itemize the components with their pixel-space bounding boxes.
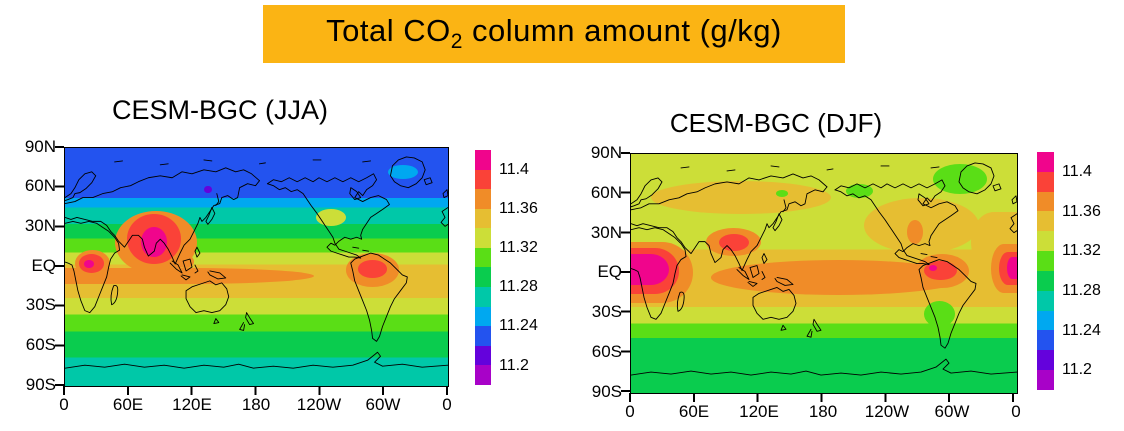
djf-ylabel-30s: 30S: [591, 302, 622, 321]
map-djf: [630, 153, 1018, 394]
map-jja: [64, 147, 449, 387]
jja-arctic-lightblue-spot: [388, 164, 419, 179]
djf-cbar-label-11.36: 11.36: [1062, 203, 1101, 220]
colorbar-segment: [1037, 310, 1054, 331]
colorbar-segment: [475, 365, 491, 385]
jja-yaxis-ticks: [55, 146, 64, 386]
colorbar-jja: [475, 150, 491, 385]
jja-xlabel-120w: 120W: [296, 395, 342, 414]
colorbar-segment: [1037, 211, 1054, 232]
colorbar-segment: [475, 326, 491, 346]
djf-cbar-label-11.28: 11.28: [1062, 282, 1101, 299]
colorbar-segment: [475, 247, 491, 268]
jja-ylabel-90s: 90S: [25, 375, 56, 394]
jja-ylabel-eq: EQ: [31, 256, 56, 275]
djf-cbar-label-11.2: 11.2: [1062, 361, 1092, 378]
jja-africa-hotspot-magenta: [83, 260, 94, 268]
djf-xlabel-0a: 0: [625, 402, 635, 421]
colorbar-segment: [1037, 290, 1054, 311]
djf-xlabel-120w: 120W: [864, 402, 910, 421]
jja-cbar-label-11.2: 11.2: [499, 357, 529, 374]
colorbar-segment: [475, 267, 491, 288]
djf-xlabel-120e: 120E: [739, 402, 779, 421]
djf-ylabel-60s: 60S: [591, 342, 622, 361]
djf-ylabel-eq: EQ: [597, 262, 622, 281]
jja-coastlines: [65, 156, 448, 369]
djf-xlabel-0b: 0: [1011, 402, 1021, 421]
jja-xlabel-60e: 60E: [112, 395, 144, 414]
djf-ylabel-90s: 90S: [591, 382, 622, 401]
djf-samerica-south-green-patch: [923, 301, 955, 328]
djf-cbar-label-11.24: 11.24: [1062, 322, 1101, 339]
colorbar-segment: [475, 208, 491, 229]
jja-ylabel-30s: 30S: [25, 295, 56, 314]
djf-ylabel-60n: 60N: [590, 183, 622, 202]
jja-cbar-label-11.32: 11.32: [499, 239, 538, 256]
jja-cbar-label-11.36: 11.36: [499, 200, 538, 217]
colorbar-segment: [1037, 370, 1054, 390]
panel-title-djf: CESM-BGC (DJF): [669, 108, 883, 138]
jja-xlabel-0a: 0: [59, 395, 69, 414]
djf-ylabel-30n: 30N: [590, 223, 622, 242]
djf-siberia-green-spot: [776, 189, 789, 197]
colorbar-segment: [1037, 152, 1054, 172]
jja-equatorial-orange-band: [65, 267, 314, 285]
panel-title-jja: CESM-BGC (JJA): [112, 95, 328, 125]
jja-cbar-label-11.4: 11.4: [499, 161, 529, 178]
jja-cbar-label-11.28: 11.28: [499, 278, 538, 295]
djf-coastlines: [631, 162, 1017, 376]
jja-xlabel-120e: 120E: [172, 395, 212, 414]
colorbar-segment: [1037, 350, 1054, 371]
jja-uswest-yellow-patch: [315, 208, 346, 226]
figure-title: Total CO2 column amount (g/kg): [326, 13, 782, 54]
djf-samerica-hotspot-magenta: [928, 264, 938, 271]
colorbar-segment: [475, 345, 491, 366]
djf-cbar-label-11.4: 11.4: [1062, 163, 1092, 180]
djf-yaxis-ticks: [621, 152, 630, 393]
colorbar-segment: [1037, 270, 1054, 291]
djf-ylabel-90n: 90N: [590, 143, 622, 162]
jja-ylabel-90n: 90N: [24, 137, 56, 156]
jja-xaxis-ticks: [63, 386, 448, 395]
jja-cbar-label-11.24: 11.24: [499, 317, 538, 334]
figure-title-banner: Total CO2 column amount (g/kg): [263, 5, 845, 63]
djf-eurasia-gold-band: [651, 181, 831, 214]
jja-xlabel-0b: 0: [442, 395, 452, 414]
djf-xlabel-60w: 60W: [934, 402, 970, 421]
djf-africa-hotspot-magenta: [631, 253, 669, 286]
jja-ylabel-60s: 60S: [25, 335, 56, 354]
djf-xaxis-ticks: [629, 393, 1017, 402]
colorbar-segment: [475, 306, 491, 327]
colorbar-segment: [475, 189, 491, 209]
djf-xlabel-180: 180: [808, 402, 838, 421]
djf-xlabel-60e: 60E: [678, 402, 710, 421]
colorbar-segment: [1037, 231, 1054, 252]
colorbar-segment: [475, 228, 491, 248]
jja-ylabel-60n: 60N: [24, 176, 56, 195]
colorbar-segment: [1037, 251, 1054, 271]
colorbar-segment: [475, 150, 491, 170]
jja-xlabel-180: 180: [241, 395, 271, 414]
colorbar-segment: [475, 169, 491, 190]
colorbar-djf: [1037, 152, 1054, 390]
djf-africa-wrap-magenta: [1006, 257, 1017, 280]
colorbar-segment: [1037, 191, 1054, 212]
jja-xlabel-60w: 60W: [365, 395, 401, 414]
djf-cbar-label-11.32: 11.32: [1062, 242, 1101, 259]
jja-ylabel-30n: 30N: [24, 216, 56, 235]
djf-natlantic-orange-spot: [906, 219, 923, 244]
jja-kamchatka-violet-spot: [204, 185, 213, 194]
colorbar-segment: [1037, 171, 1054, 192]
jja-samerica-hotspot-red: [357, 260, 388, 278]
colorbar-segment: [1037, 330, 1054, 351]
colorbar-segment: [475, 287, 491, 307]
